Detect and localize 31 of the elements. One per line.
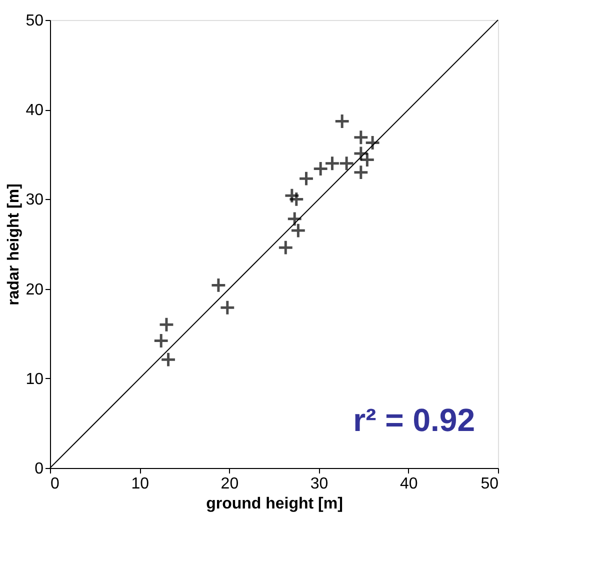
y-tick-label: 0: [34, 460, 44, 478]
point: [153, 332, 170, 349]
annotation: r² = 0.92: [353, 402, 475, 438]
point: [286, 210, 303, 227]
x-tick-label: 0: [50, 476, 60, 492]
point: [338, 155, 355, 172]
point: [334, 113, 350, 130]
y-tick-label: 20: [26, 281, 44, 298]
y-tick-label: 10: [26, 370, 44, 388]
y-tick-label: 50: [26, 12, 44, 30]
point: [364, 134, 381, 151]
y-axis-title: radar height [m]: [6, 184, 23, 306]
point: [312, 160, 329, 177]
point: [210, 277, 226, 294]
point: [219, 300, 236, 316]
y-tick-label: 40: [26, 102, 44, 120]
point: [278, 240, 294, 256]
x-tick-label: 10: [131, 476, 150, 492]
point: [352, 129, 369, 146]
point: [290, 222, 306, 239]
x-tick-label: 20: [220, 476, 239, 492]
point: [158, 316, 174, 333]
point: [160, 352, 176, 368]
x-axis-title: ground height [m]: [206, 496, 343, 512]
point: [352, 164, 369, 180]
point: [298, 170, 314, 187]
x-tick-label: 50: [480, 476, 499, 492]
x-tick-label: 30: [310, 476, 328, 492]
y-tick-label: 30: [26, 192, 44, 209]
point: [324, 155, 340, 172]
x-tick-label: 40: [400, 476, 418, 492]
